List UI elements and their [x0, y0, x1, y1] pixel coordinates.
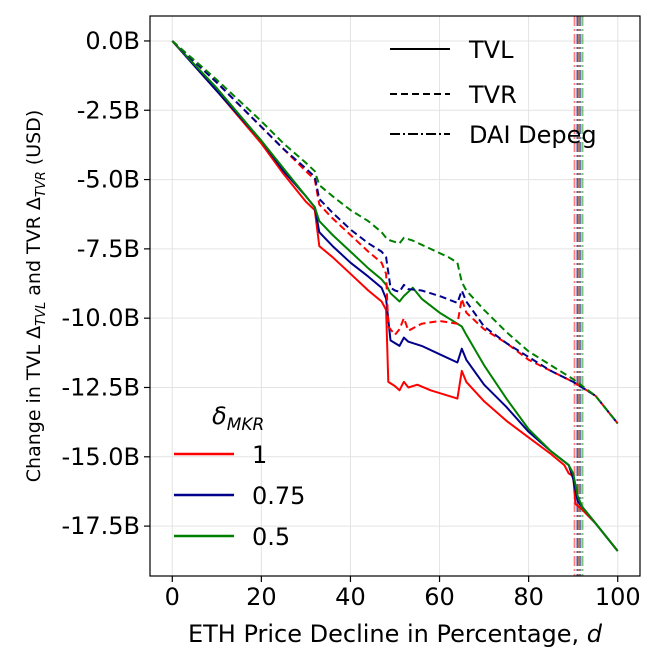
x-tick-label: 100: [595, 583, 641, 611]
x-axis-label-var: d: [587, 620, 603, 648]
x-tick-label: 0: [165, 583, 180, 611]
series-tvr-delta-05: [171, 40, 619, 425]
legend-tvl-label: TVL: [468, 36, 514, 64]
legend-delta-title-sub: MKR: [227, 415, 265, 435]
y-label-delta1: Δ: [23, 326, 45, 339]
x-axis-label-main: ETH Price Decline in Percentage,: [188, 620, 587, 648]
y-label-sub2: TVR: [34, 171, 49, 197]
legend-line-styles: TVL TVR DAI Depeg: [390, 36, 597, 149]
y-label-part3: (USD): [23, 110, 45, 171]
grid: [150, 16, 640, 576]
plot-frame: [149, 15, 641, 577]
legend-delta-05-label: 0.5: [252, 523, 290, 551]
legend-delta-title: δMKR: [212, 402, 264, 435]
y-tick-label: 0.0B: [85, 27, 140, 55]
x-tick-label: 60: [424, 583, 455, 611]
series-group: [171, 40, 619, 552]
legend-delta-075-label: 0.75: [252, 482, 305, 510]
y-ticks: 0.0B -2.5B -5.0B -7.5B -10.0B -12.5B -15.0B -17…: [61, 27, 150, 540]
y-axis-label: Change in TVL ΔTVL and TVR ΔTVR (USD): [23, 110, 49, 482]
legend-delta: δMKR 1 0.75 0.5: [174, 402, 305, 551]
y-tick-label: -5.0B: [77, 166, 140, 194]
series-tvr-delta-075: [171, 40, 619, 425]
y-tick-label: -12.5B: [61, 373, 140, 401]
y-tick-label: -7.5B: [77, 235, 140, 263]
y-tick-label: -10.0B: [61, 304, 140, 332]
x-axis-label: ETH Price Decline in Percentage, d: [188, 620, 603, 648]
depeg-lines: [573, 16, 584, 576]
x-ticks: 0 20 40 60 80 100: [165, 576, 641, 611]
y-label-delta2: Δ: [23, 197, 45, 210]
x-tick-label: 40: [335, 583, 366, 611]
y-tick-label: -17.5B: [61, 512, 140, 540]
x-tick-label: 80: [513, 583, 544, 611]
y-label-sub1: TVL: [34, 302, 49, 326]
legend-tvr-label: TVR: [468, 81, 517, 109]
y-label-part2: and TVR: [23, 210, 45, 302]
legend-delta-title-main: δ: [212, 402, 227, 430]
y-label-part1: Change in TVL: [23, 339, 45, 482]
y-tick-label: -2.5B: [77, 96, 140, 124]
legend-delta-1-label: 1: [252, 441, 267, 469]
y-tick-label: -15.0B: [61, 443, 140, 471]
x-tick-label: 20: [246, 583, 277, 611]
series-tvl-delta-05: [171, 40, 619, 552]
series-tvl-delta-1: [171, 40, 619, 552]
legend-depeg-label: DAI Depeg: [469, 121, 597, 149]
